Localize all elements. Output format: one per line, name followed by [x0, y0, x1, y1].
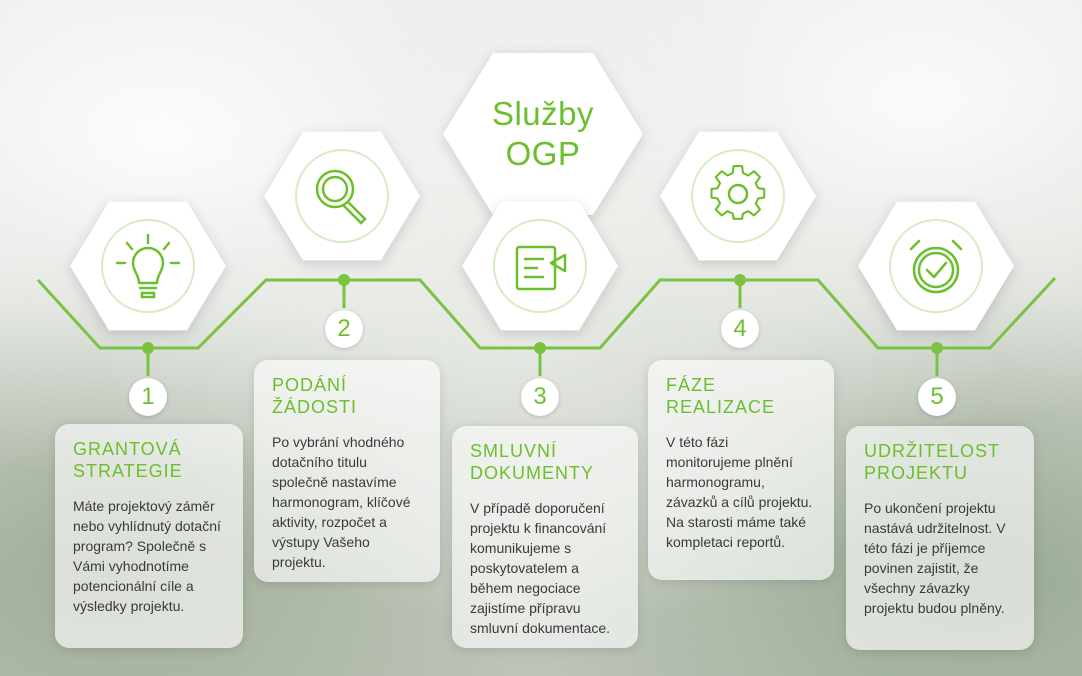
step-4-title-line1: FÁZE: [666, 375, 717, 395]
step-3-number: 3: [521, 378, 559, 416]
step-2-card: PODÁNÍ ŽÁDOSTI Po vybrání vhodného dotač…: [254, 360, 440, 582]
gear-icon: [710, 165, 766, 220]
step-5-card: UDRŽITELOST PROJEKTU Po ukončení projekt…: [846, 426, 1034, 650]
step-2-title-line2: ŽÁDOSTI: [272, 397, 358, 417]
step-3-title-line2: DOKUMENTY: [470, 463, 595, 483]
step-5-title-line2: PROJEKTU: [864, 463, 969, 483]
step-1-number: 1: [129, 378, 167, 416]
step-5-hexagon: [858, 201, 1014, 331]
document-flag-icon: [515, 245, 567, 291]
step-2-hexagon: [264, 131, 420, 261]
stopwatch-check-icon: [909, 239, 963, 294]
step-4-text: V této fázi monitorujeme plnění harmonog…: [666, 434, 813, 550]
step-1-title: GRANTOVÁ STRATEGIE: [73, 438, 225, 482]
step-2-number: 2: [325, 310, 363, 348]
title-line2: OGP: [505, 135, 581, 172]
step-4-card: FÁZE REALIZACE V této fázi monitorujeme …: [648, 360, 834, 580]
step-2-title: PODÁNÍ ŽÁDOSTI: [272, 374, 422, 418]
step-5-text: Po ukončení projektu nastává udržitelnos…: [864, 500, 1006, 616]
title-line1: Služby: [491, 95, 595, 132]
step-2-text: Po vybrání vhodného dotačního titulu spo…: [272, 434, 411, 570]
step-5-title-line1: UDRŽITELOST: [864, 441, 1001, 461]
lightbulb-icon: [115, 233, 181, 299]
step-3-title-line1: SMLUVNÍ: [470, 441, 558, 461]
step-4-hexagon: [660, 131, 816, 261]
step-4-number: 4: [721, 310, 759, 348]
step-3-card: SMLUVNÍ DOKUMENTY V případě doporučení p…: [452, 426, 638, 648]
step-1-hexagon: [70, 201, 226, 331]
step-1-text: Máte projektový záměr nebo vyhlídnutý do…: [73, 498, 221, 614]
step-1-title-line1: GRANTOVÁ: [73, 439, 182, 459]
step-4-title-line2: REALIZACE: [666, 397, 776, 417]
step-3-text: V případě doporučení projektu k financov…: [470, 500, 611, 636]
step-3-title: SMLUVNÍ DOKUMENTY: [470, 440, 620, 484]
step-1-title-line2: STRATEGIE: [73, 461, 183, 481]
step-5-number: 5: [918, 378, 956, 416]
step-2-title-line1: PODÁNÍ: [272, 375, 348, 395]
step-1-card: GRANTOVÁ STRATEGIE Máte projektový záměr…: [55, 424, 243, 648]
step-5-title: UDRŽITELOST PROJEKTU: [864, 440, 1016, 484]
step-3-hexagon: [462, 201, 618, 331]
step-4-title: FÁZE REALIZACE: [666, 374, 816, 418]
magnifier-icon: [315, 169, 367, 225]
